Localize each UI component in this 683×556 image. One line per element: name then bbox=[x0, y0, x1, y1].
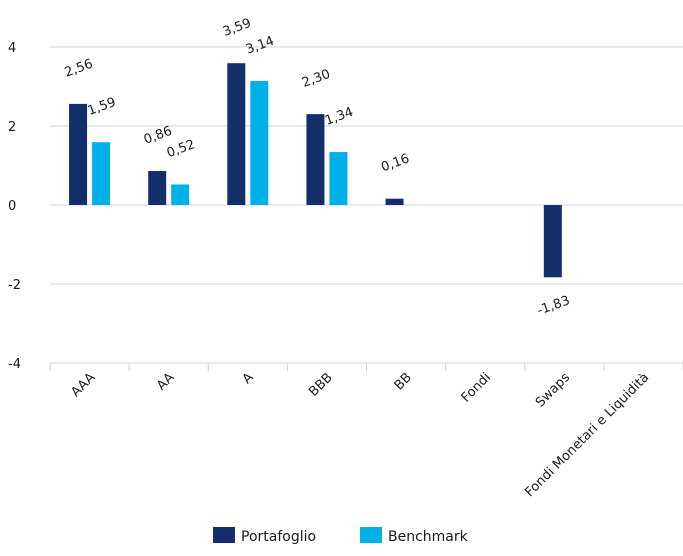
y-tick-label: -2 bbox=[8, 278, 21, 293]
bar-portafoglio bbox=[385, 198, 404, 205]
data-label: 2,30 bbox=[300, 67, 332, 91]
y-axis: 4 2 0 -2 -4 bbox=[8, 41, 21, 372]
data-label: 3,59 bbox=[221, 16, 253, 40]
legend: Portafoglio Benchmark bbox=[213, 527, 469, 545]
bar-portafoglio bbox=[148, 171, 167, 205]
data-label: 3,14 bbox=[244, 34, 276, 58]
bar-benchmark bbox=[92, 142, 111, 205]
grid-lines bbox=[50, 46, 683, 364]
bar-portafoglio bbox=[543, 205, 562, 278]
bar-benchmark bbox=[250, 80, 269, 205]
bar-benchmark bbox=[171, 184, 190, 205]
y-tick-label: 0 bbox=[8, 199, 16, 214]
x-tick-label: A bbox=[240, 370, 257, 387]
data-label: 0,16 bbox=[379, 151, 411, 175]
legend-label-benchmark: Benchmark bbox=[388, 529, 469, 545]
x-tick-label: AAA bbox=[68, 370, 98, 400]
data-label: 0,52 bbox=[165, 137, 197, 161]
y-tick-label: 4 bbox=[8, 41, 16, 56]
y-tick-label: 2 bbox=[8, 120, 16, 135]
bar-portafoglio bbox=[306, 114, 325, 205]
bars bbox=[69, 63, 562, 278]
x-tick-label: BBB bbox=[306, 370, 336, 400]
data-label: 2,56 bbox=[63, 57, 95, 81]
data-label: 0,86 bbox=[142, 124, 174, 148]
x-tick-label: Swaps bbox=[533, 370, 573, 410]
bar-benchmark bbox=[329, 152, 348, 205]
x-tick-label: AA bbox=[154, 370, 178, 394]
x-tick-label: BB bbox=[392, 370, 415, 393]
bar-portafoglio bbox=[227, 63, 246, 205]
legend-swatch-portafoglio bbox=[213, 527, 235, 543]
x-tick-label: Fondi bbox=[459, 370, 494, 405]
bar-portafoglio bbox=[69, 103, 88, 205]
data-label: 1,59 bbox=[86, 95, 118, 119]
data-label: 1,34 bbox=[323, 105, 355, 129]
data-label: -1,83 bbox=[535, 293, 572, 319]
legend-label-portafoglio: Portafoglio bbox=[241, 529, 316, 545]
y-tick-label: -4 bbox=[8, 357, 21, 372]
legend-swatch-benchmark bbox=[360, 527, 382, 543]
